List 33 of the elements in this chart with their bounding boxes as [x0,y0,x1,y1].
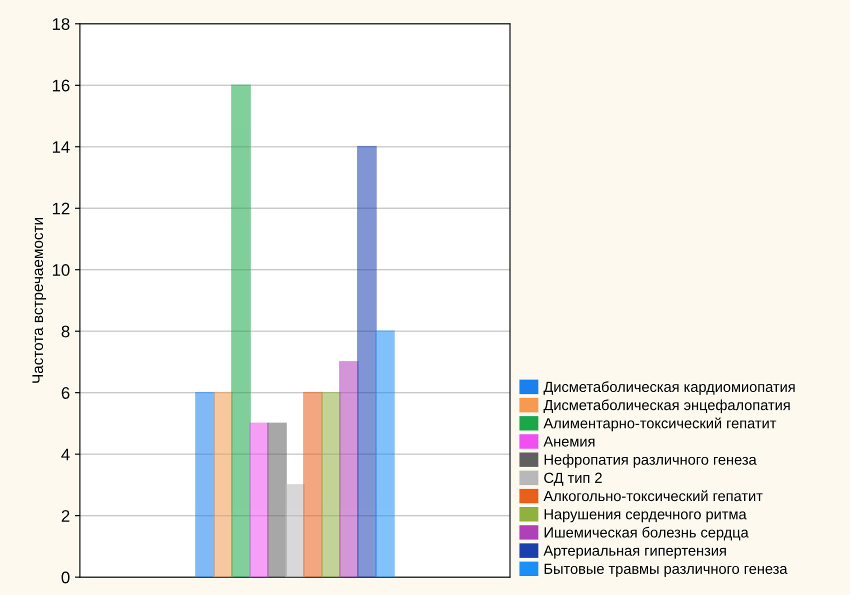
bar [303,392,323,578]
bar [285,484,305,578]
legend-label: Нефропатия различного генеза [544,454,757,468]
legend-label: Ишемическая болезнь сердца [544,526,749,540]
y-tick-label: 16 [52,80,70,92]
legend-label: Алиментарно-токсический гепатит [543,417,776,432]
bar [231,84,251,578]
bar [249,422,269,578]
legend-label: Дисметаболическая энцефалопатия [544,399,790,414]
y-tick-label: 14 [52,141,70,153]
y-tick-label: 2 [62,510,70,522]
legend-label: Анемия [543,436,594,447]
bar [321,392,341,578]
legend-label: Дисметаболическая кардиомиопатия [544,381,795,395]
y-tick-label: 0 [62,572,70,584]
bar [357,146,377,578]
y-tick-label: 8 [62,326,70,338]
y-tick-label: 12 [52,202,70,214]
bar [339,361,359,578]
y-tick-label: 6 [62,387,70,399]
legend-label: Алкогольно-токсический гепатит [543,490,763,502]
y-tick-label: 18 [52,18,70,30]
bar [267,422,287,578]
bar [195,392,215,578]
legend-label: Нарушения сердечного ритма [544,509,747,522]
bar [213,392,233,578]
legend-label: СД тип 2 [544,472,602,486]
y-tick-label: 10 [52,264,70,276]
y-tick-label: 4 [61,448,70,460]
bar [375,330,395,578]
legend-label: Артериальная гипертензия [543,546,726,559]
y-axis-title: Частота встречаемости [32,218,46,383]
legend-label: Бытовые травмы различного генеза [544,564,788,577]
